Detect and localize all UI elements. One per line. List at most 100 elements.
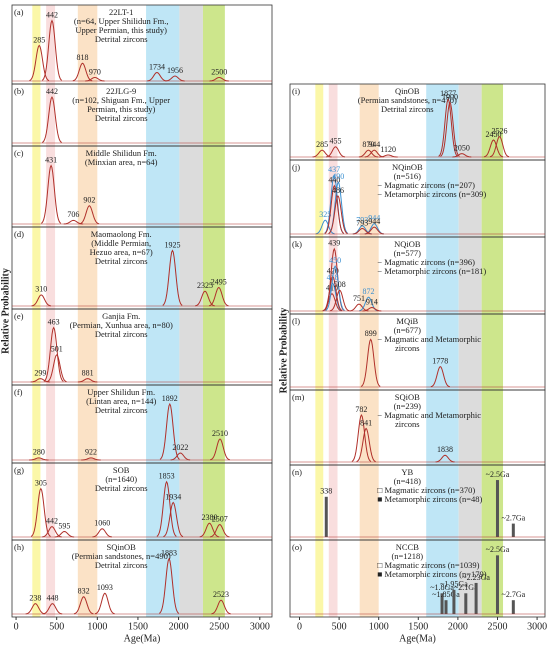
peak-label: 2325 — [197, 281, 213, 290]
peak-label: 832 — [78, 587, 90, 596]
peak-label: 902 — [83, 196, 95, 205]
peak-label: 238 — [29, 593, 41, 602]
peak-label: 944 — [368, 213, 380, 222]
histogram-bar — [474, 582, 478, 614]
density-peak — [41, 164, 62, 224]
panel-text: Detrital zircons — [381, 104, 434, 114]
panel-letter: (b) — [14, 86, 24, 96]
panel-text: − Magmatic zircons (n=396) — [377, 257, 475, 267]
panel-text: − Metamorphic zircons (n=181) — [377, 266, 486, 276]
density-peak — [42, 603, 63, 615]
density-peak — [94, 592, 115, 615]
panel-letter: (i) — [292, 86, 300, 96]
peak-label: 410 — [326, 284, 338, 293]
peak-label: 1956 — [167, 66, 183, 75]
panel-frame — [11, 539, 273, 618]
panel-frame — [289, 539, 546, 618]
peak-label: 501 — [51, 345, 63, 354]
panel-text: 22JLG-9 — [106, 86, 136, 96]
peak-label: 455 — [330, 137, 342, 146]
panel-text: Middle Shilidun Fm. — [86, 148, 157, 158]
age-band — [426, 84, 459, 617]
age-band — [328, 84, 338, 617]
density-peak — [358, 149, 378, 158]
panel-letter: (g) — [14, 465, 24, 475]
panel-text: (n=677) — [394, 325, 422, 335]
density-peak — [351, 414, 372, 462]
density-peak — [324, 184, 345, 234]
panel-text: Detrital zircons — [95, 329, 148, 339]
histogram-bar — [495, 480, 499, 537]
x-tick-label: 0 — [297, 621, 302, 632]
x-tick-label: 1500 — [408, 621, 428, 632]
panel-text: (n=577) — [394, 248, 422, 258]
density-peak — [29, 44, 50, 82]
panel-letter: (d) — [14, 229, 24, 239]
panel-letter: (n) — [292, 467, 302, 477]
x-tick-label: 2500 — [487, 621, 507, 632]
peak-label: 1838 — [437, 445, 453, 454]
panel-text: Maomaolong Fm. — [91, 229, 152, 239]
histogram-bar — [452, 589, 456, 614]
peak-label: 881 — [82, 368, 94, 377]
peak-label: ~2.7Ga — [501, 590, 525, 599]
panel-text: (n=239) — [394, 401, 422, 411]
peak-label: 2526 — [492, 126, 508, 135]
panel-letter: (h) — [14, 542, 24, 552]
density-peak — [325, 265, 345, 311]
peak-label: 2507 — [212, 514, 228, 523]
histogram-bar — [440, 593, 444, 614]
peak-label: 706 — [67, 210, 79, 219]
density-peak — [72, 62, 93, 82]
density-peak — [77, 378, 98, 383]
peak-label: 1734 — [149, 62, 165, 71]
panel-letter: (e) — [14, 311, 24, 321]
peak-label: 2523 — [213, 590, 229, 599]
x-tick-label: 3000 — [250, 621, 270, 632]
density-peak — [452, 153, 472, 158]
panel-text: (n=102, Shiguan Fm., Upper — [72, 95, 170, 105]
panel-text: (n=64, Upper Shilidun Fm., — [74, 16, 169, 26]
panel-text: YB — [401, 467, 413, 477]
density-peak — [85, 76, 105, 82]
peak-label: 285 — [316, 140, 328, 149]
age-band — [32, 5, 41, 617]
density-peak — [41, 96, 63, 143]
density-peak — [211, 599, 231, 615]
density-peak — [438, 97, 458, 157]
x-tick-label: 500 — [49, 621, 64, 632]
peak-label: 872 — [363, 287, 375, 296]
histogram-bar — [324, 496, 328, 537]
density-peak — [46, 354, 67, 383]
density-peak — [170, 452, 191, 461]
peak-label: 325 — [319, 210, 331, 219]
panel-text: ■ Metamorphic zircons (n=48) — [377, 494, 482, 504]
peak-label: 490 — [332, 172, 344, 181]
histogram-bar — [511, 523, 515, 537]
age-band — [315, 84, 324, 617]
density-peak — [163, 501, 184, 538]
density-peak — [79, 205, 100, 225]
peak-label: 1877 — [440, 89, 456, 98]
density-peak — [158, 557, 180, 614]
panel-text: MQiB — [396, 316, 418, 326]
peak-label: ~2.1Ga — [454, 583, 478, 592]
peak-label: 463 — [48, 317, 60, 326]
peak-label: 338 — [320, 487, 332, 496]
x-tick-label: 1000 — [87, 621, 107, 632]
peak-label: ~1.95Ga — [440, 580, 468, 589]
peak-label: ~2.23Ga — [462, 573, 490, 582]
peak-label: 914 — [366, 297, 378, 306]
density-peak — [162, 249, 183, 306]
density-peak — [73, 596, 94, 615]
panel-letter: (j) — [292, 162, 300, 172]
age-band — [202, 5, 225, 617]
peak-label: 870 — [362, 140, 374, 149]
peak-label: ~1.85Ga — [432, 590, 460, 599]
density-peak — [31, 294, 52, 307]
peak-label: 818 — [77, 53, 89, 62]
panel-text: □ Magmatic zircons (n=1039) — [377, 560, 479, 570]
peak-label: 1060 — [94, 519, 110, 528]
peak-label: 1900 — [442, 92, 458, 101]
peak-label: 2022 — [172, 443, 188, 452]
